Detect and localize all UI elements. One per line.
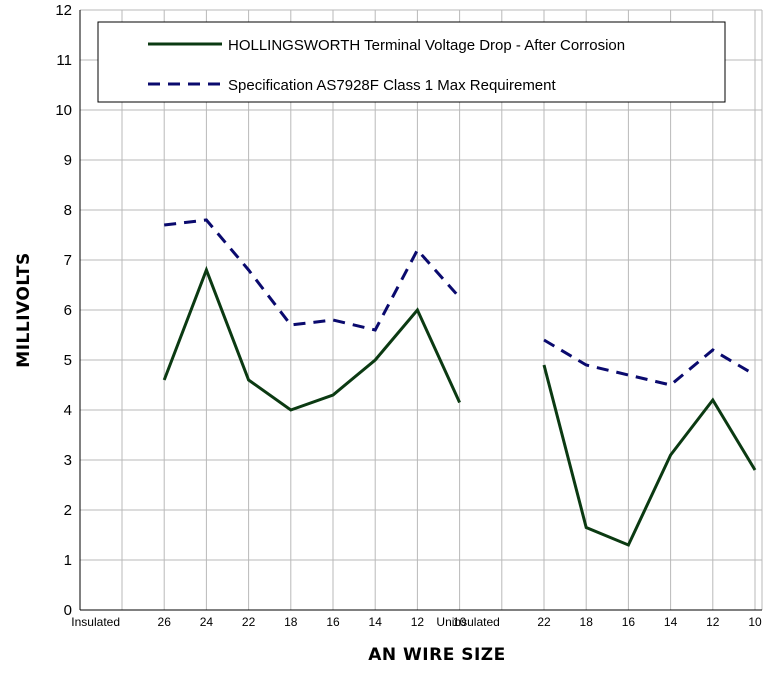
legend-label-solid: HOLLINGSWORTH Terminal Voltage Drop - Af… <box>228 37 625 54</box>
x-tick-label: 24 <box>200 615 214 629</box>
legend-label-dashed: Specification AS7928F Class 1 Max Requir… <box>228 77 556 94</box>
y-tick-label: 11 <box>56 52 72 69</box>
y-tick-label: 7 <box>64 252 72 269</box>
x-tick-label: 22 <box>242 615 256 629</box>
x-tick-label: Insulated <box>71 615 120 629</box>
x-tick-label: 26 <box>158 615 172 629</box>
y-tick-label: 2 <box>64 502 72 519</box>
y-tick-label: 1 <box>64 552 72 569</box>
x-axis-title: AN WIRE SIZE <box>368 645 506 665</box>
x-tick-label: 10 <box>748 615 762 629</box>
series-line-solid <box>542 364 757 547</box>
x-tick-label: 16 <box>622 615 636 629</box>
y-tick-label: 12 <box>55 2 72 19</box>
x-tick-label: 12 <box>411 615 425 629</box>
x-tick-label: 18 <box>284 615 298 629</box>
series <box>162 218 757 547</box>
y-tick-label: 4 <box>64 402 72 419</box>
x-tick-label: Uninsulated <box>436 615 499 629</box>
legend-box <box>97 21 726 103</box>
y-tick-label: 9 <box>64 152 72 169</box>
series-line-dashed <box>543 338 756 387</box>
y-tick-label: 10 <box>55 102 72 119</box>
x-tick-label: 14 <box>369 615 383 629</box>
y-tick-label: 6 <box>64 302 72 319</box>
y-tick-label: 5 <box>64 352 72 369</box>
y-tick-label: 3 <box>64 452 72 469</box>
y-tick-label: 8 <box>64 202 72 219</box>
y-tick-label: 0 <box>64 602 72 619</box>
axes <box>79 10 762 611</box>
x-tick-label: 12 <box>706 615 720 629</box>
legend: HOLLINGSWORTH Terminal Voltage Drop - Af… <box>97 21 726 103</box>
x-tick-label: 18 <box>580 615 594 629</box>
x-tick-label: 10 <box>453 615 467 629</box>
x-tick-label: 22 <box>537 615 551 629</box>
y-axis-title: MILLIVOLTS <box>14 252 34 367</box>
x-tick-label: 16 <box>326 615 340 629</box>
series-line-solid <box>162 265 461 412</box>
x-tick-label: 14 <box>664 615 678 629</box>
